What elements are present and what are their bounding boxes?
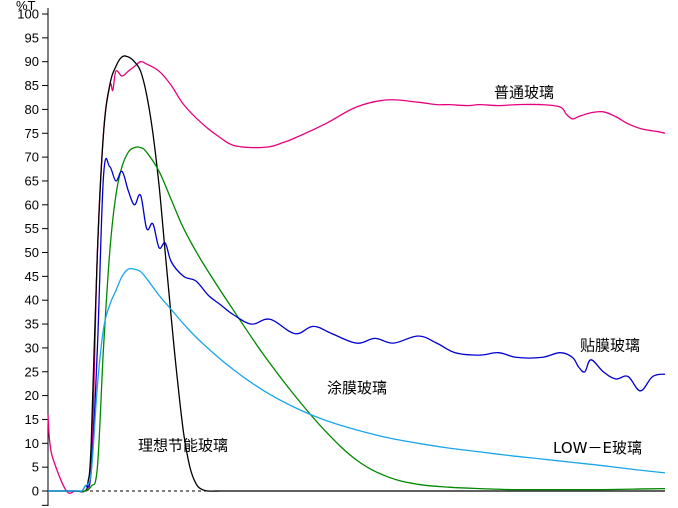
axis-layer: 0 5 10 15 20 25 30 35 40 45 50 55 60 65 70 75 80 85 90 95 10…	[16, 0, 665, 506]
series-label: 贴膜玻璃	[580, 336, 640, 354]
series-label: 普通玻璃	[494, 83, 554, 101]
series-line	[47, 146, 666, 493]
y-tick-label: 25	[25, 364, 39, 379]
y-tick-label: 65	[25, 173, 39, 188]
series-line	[47, 55, 665, 493]
series-line	[47, 157, 666, 493]
series-line	[47, 60, 666, 494]
y-tick-label: 10	[25, 436, 39, 451]
y-tick-label: 40	[25, 293, 39, 308]
y-tick-label: 30	[25, 340, 39, 355]
y-tick-label: 75	[25, 126, 39, 141]
y-tick-label: 20	[25, 388, 39, 403]
y-tick-label: 55	[25, 221, 39, 236]
y-axis-unit-label: %T	[16, 0, 36, 13]
y-tick-label: 5	[32, 460, 39, 475]
series-label: 涂膜玻璃	[327, 379, 387, 397]
y-tick-label: 35	[25, 317, 39, 332]
y-tick-label: 90	[25, 54, 39, 69]
series-label: 理想节能玻璃	[138, 436, 228, 454]
y-tick-label: 80	[25, 102, 39, 117]
y-tick-label: 95	[25, 30, 39, 45]
y-tick-label: 15	[25, 412, 39, 427]
series-label: LOW－E玻璃	[553, 439, 642, 457]
series-layer	[47, 55, 666, 494]
series-line	[47, 267, 666, 493]
y-tick-label: 50	[25, 245, 39, 260]
y-tick-label: 0	[32, 484, 39, 499]
y-tick-label: 100	[17, 7, 39, 22]
y-tick-label: 85	[25, 78, 39, 93]
y-tick-label: 70	[25, 150, 39, 165]
y-tick-label: 60	[25, 197, 39, 212]
y-tick-label: 45	[25, 269, 39, 284]
